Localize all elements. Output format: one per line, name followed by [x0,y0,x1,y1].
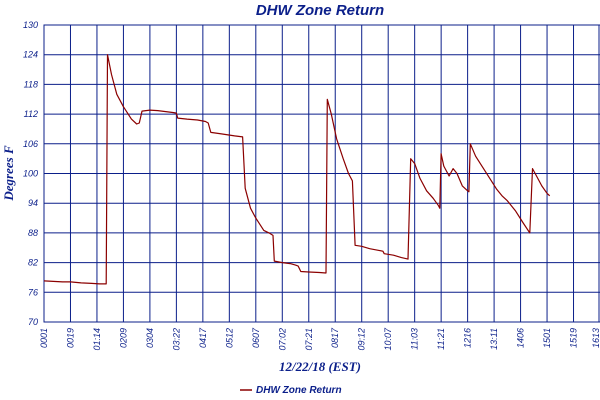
x-tick-label: 11:21 [436,328,446,350]
y-tick-label: 106 [23,139,38,149]
x-tick-label: 0304 [145,328,155,348]
x-tick-label: 0417 [198,327,208,348]
x-tick-label: 0209 [118,328,128,348]
legend-label: DHW Zone Return [256,385,342,396]
y-axis-ticks: 70 76 82 88 94 100 106 112 118 124 130 [23,20,38,327]
y-tick-label: 76 [28,287,38,297]
x-tick-label: 1216 [463,328,473,348]
series-line [43,54,551,285]
x-tick-label: 07:02 [277,328,287,351]
y-tick-label: 130 [23,20,38,30]
chart-title: DHW Zone Return [256,2,384,19]
x-tick-label: 0607 [251,327,261,348]
y-tick-label: 70 [28,317,38,327]
x-tick-label: 10:07 [383,327,393,351]
x-tick-label: 1406 [516,328,526,348]
x-tick-label: 03:22 [171,328,181,351]
chart-grid [43,24,600,323]
y-tick-label: 118 [24,79,38,89]
y-axis-label: Degrees F [1,145,16,202]
x-tick-label: 0019 [65,328,75,348]
x-tick-label: 13:11 [489,328,499,350]
y-tick-label: 112 [24,109,38,119]
x-tick-label: 11:03 [410,328,420,350]
legend: DHW Zone Return [240,385,342,396]
x-tick-label: 0001 [39,328,49,348]
x-tick-label: 07:21 [304,328,314,351]
y-tick-label: 94 [28,198,38,208]
y-tick-label: 100 [23,169,38,179]
y-tick-label: 124 [23,50,38,60]
x-tick-label: 0512 [224,328,234,348]
x-axis-ticks: 0001 0019 01:14 0209 0304 03:22 0417 0512 0607 07… [39,327,600,351]
x-axis-label: 12/22/18 (EST) [279,359,361,374]
x-tick-label: 1613 [591,328,600,348]
y-tick-label: 88 [28,228,38,238]
x-tick-label: 09:12 [357,328,367,351]
x-tick-label: 1501 [542,328,552,348]
x-tick-label: 0817 [330,327,340,348]
series-group [43,54,551,285]
x-tick-label: 1519 [569,328,579,348]
x-tick-label: 01:14 [92,328,102,351]
y-tick-label: 82 [28,258,38,268]
